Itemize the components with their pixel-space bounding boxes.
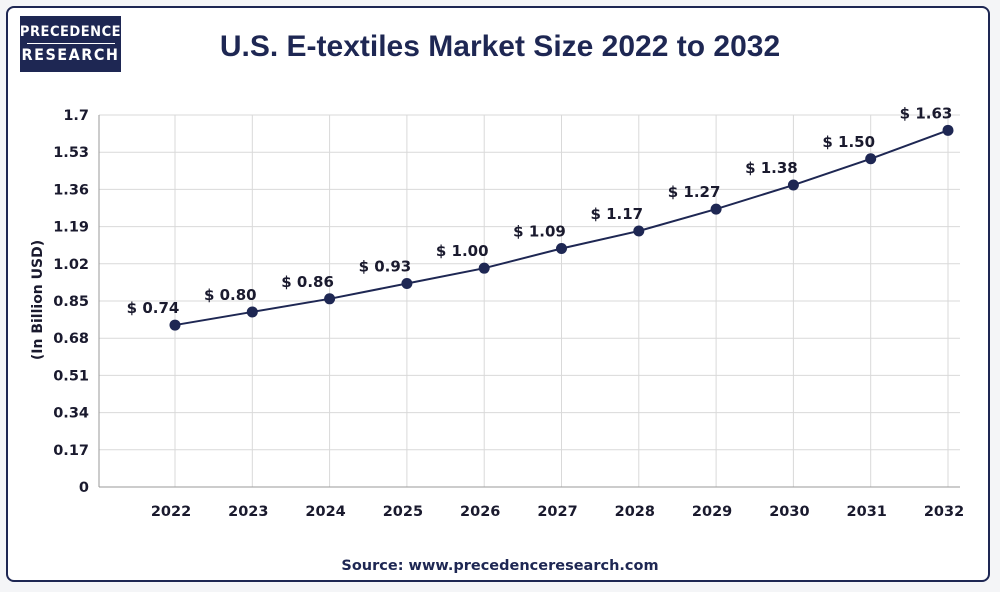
grid-lines xyxy=(99,114,960,487)
logo-divider xyxy=(26,42,115,44)
data-label: $ 1.17 xyxy=(590,205,643,223)
data-label: $ 1.50 xyxy=(822,133,875,151)
data-point xyxy=(556,242,567,254)
y-tick-label: 1.53 xyxy=(53,145,89,161)
chart-frame xyxy=(6,6,990,582)
data-point xyxy=(942,124,954,136)
data-label: $ 1.27 xyxy=(668,183,721,201)
x-tick-label: 2026 xyxy=(460,504,500,520)
x-tick-label: 2031 xyxy=(847,504,887,520)
x-tick-label: 2023 xyxy=(228,504,268,520)
x-tick-label: 2028 xyxy=(615,504,655,520)
y-tick-label: 0 xyxy=(79,480,89,496)
data-label: $ 0.93 xyxy=(359,257,412,275)
y-tick-label: 0.85 xyxy=(53,294,89,310)
y-tick-label: 1.19 xyxy=(53,220,89,236)
x-tick-label: 2025 xyxy=(383,504,423,520)
data-point xyxy=(169,319,181,331)
y-tick-label: 1.7 xyxy=(63,108,89,124)
data-point xyxy=(865,153,877,165)
data-label: $ 0.86 xyxy=(281,273,334,291)
y-tick-label: 1.02 xyxy=(53,257,89,273)
data-label: $ 1.09 xyxy=(513,222,566,240)
y-tick-label: 0.51 xyxy=(53,368,89,384)
data-label: $ 1.00 xyxy=(436,242,489,260)
source-note: Source: www.precedenceresearch.com xyxy=(341,558,659,574)
data-point xyxy=(710,203,722,215)
data-point xyxy=(246,306,258,318)
data-label: $ 0.74 xyxy=(127,299,180,317)
data-point xyxy=(324,293,336,305)
y-tick-label: 0.17 xyxy=(53,443,89,459)
data-point xyxy=(478,262,490,274)
data-label: $ 1.38 xyxy=(745,159,798,177)
x-tick-label: 2032 xyxy=(924,504,964,520)
y-tick-label: 1.36 xyxy=(53,182,89,198)
data-labels: $ 0.74 $ 0.80 $ 0.86 $ 0.93 $ 1.00 $ 1.09 $ 1.… xyxy=(127,104,953,317)
data-point xyxy=(787,179,799,191)
brand-line2: RESEARCH xyxy=(21,44,120,64)
x-tick-label: 2029 xyxy=(692,504,732,520)
y-tick-label: 0.68 xyxy=(53,331,89,347)
y-tick-label: 0.34 xyxy=(53,406,89,422)
chart-title: U.S. E-textiles Market Size 2022 to 2032 xyxy=(219,30,781,63)
y-axis-label: (In Billion USD) xyxy=(30,240,46,360)
brand-line1: PRECEDENCE xyxy=(19,24,122,41)
data-label: $ 1.63 xyxy=(900,104,953,122)
data-point xyxy=(633,225,645,237)
x-tick-label: 2024 xyxy=(305,504,345,520)
x-tick-label: 2022 xyxy=(151,504,191,520)
axes: 0 0.17 0.34 0.51 0.68 0.85 1.02 1.19 1.36 1.53 1.7… xyxy=(53,108,964,520)
data-point xyxy=(401,277,413,289)
data-label: $ 0.80 xyxy=(204,286,257,304)
series-line xyxy=(169,124,954,331)
brand-logo: PRECEDENCE RESEARCH xyxy=(20,16,121,72)
x-tick-label: 2030 xyxy=(769,504,809,520)
x-tick-label: 2027 xyxy=(537,504,577,520)
